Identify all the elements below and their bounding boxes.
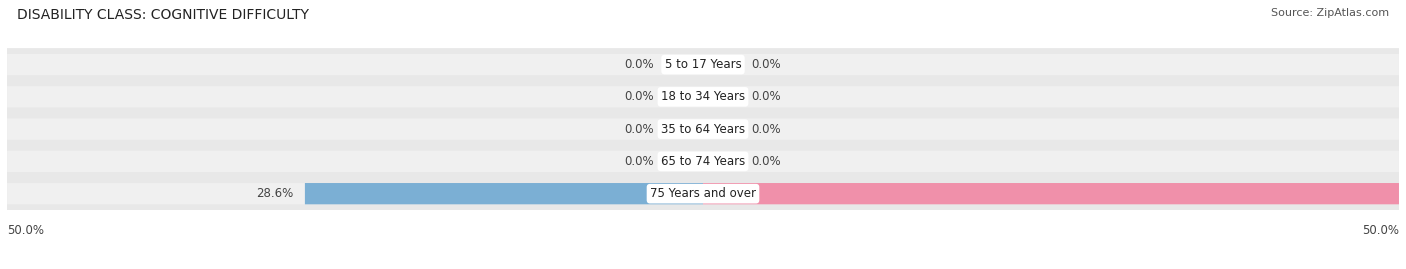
Text: 0.0%: 0.0%: [752, 90, 782, 103]
Text: 0.0%: 0.0%: [752, 58, 782, 71]
FancyBboxPatch shape: [7, 151, 1399, 172]
Text: 5 to 17 Years: 5 to 17 Years: [665, 58, 741, 71]
FancyBboxPatch shape: [7, 183, 1399, 204]
FancyBboxPatch shape: [0, 113, 1406, 146]
Text: 28.6%: 28.6%: [256, 187, 294, 200]
Text: 0.0%: 0.0%: [624, 123, 654, 136]
Text: Source: ZipAtlas.com: Source: ZipAtlas.com: [1271, 8, 1389, 18]
FancyBboxPatch shape: [0, 48, 1406, 81]
Text: 0.0%: 0.0%: [624, 155, 654, 168]
Text: 0.0%: 0.0%: [624, 58, 654, 71]
Text: 0.0%: 0.0%: [624, 90, 654, 103]
Text: 0.0%: 0.0%: [752, 123, 782, 136]
Text: 50.0%: 50.0%: [1362, 224, 1399, 237]
Text: 75 Years and over: 75 Years and over: [650, 187, 756, 200]
FancyBboxPatch shape: [0, 145, 1406, 178]
Text: 18 to 34 Years: 18 to 34 Years: [661, 90, 745, 103]
Text: 0.0%: 0.0%: [752, 155, 782, 168]
FancyBboxPatch shape: [7, 86, 1399, 108]
FancyBboxPatch shape: [7, 54, 1399, 75]
Text: DISABILITY CLASS: COGNITIVE DIFFICULTY: DISABILITY CLASS: COGNITIVE DIFFICULTY: [17, 8, 309, 22]
FancyBboxPatch shape: [7, 118, 1399, 140]
FancyBboxPatch shape: [0, 177, 1406, 210]
Text: 50.0%: 50.0%: [7, 224, 44, 237]
FancyBboxPatch shape: [305, 183, 703, 204]
FancyBboxPatch shape: [0, 80, 1406, 113]
Text: 65 to 74 Years: 65 to 74 Years: [661, 155, 745, 168]
FancyBboxPatch shape: [703, 183, 1399, 204]
Text: 35 to 64 Years: 35 to 64 Years: [661, 123, 745, 136]
